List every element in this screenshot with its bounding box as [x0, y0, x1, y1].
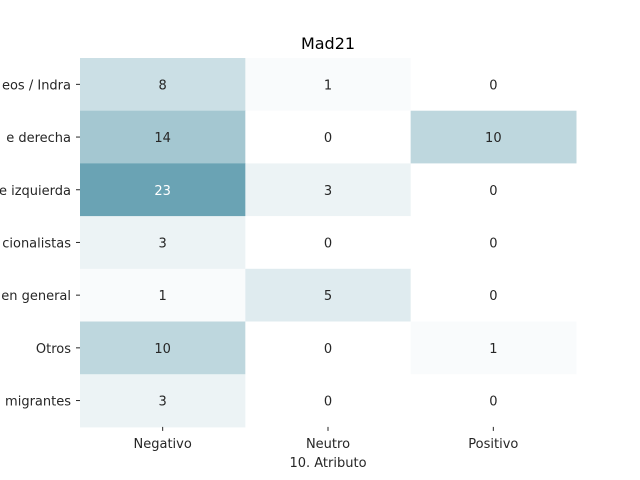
cell-value-label: 0 [489, 236, 497, 251]
cell-value-label: 1 [159, 289, 167, 304]
heatmap-cell [245, 321, 412, 375]
heatmap-cell [245, 216, 412, 270]
x-axis-ticks: Negativo Neutro Positivo [134, 426, 518, 452]
cell-value-label: 3 [159, 236, 167, 251]
cell-value-label: 5 [324, 289, 332, 304]
heatmap-cell [245, 374, 412, 428]
cell-value-label: 23 [154, 184, 171, 199]
heatmap-cell [410, 163, 577, 217]
heatmap-cell [80, 268, 246, 322]
x-tick-label: Positivo [468, 437, 518, 452]
heatmap-cell [410, 374, 577, 428]
heatmap-cell [80, 216, 246, 270]
y-tick-label: Otros [36, 342, 71, 357]
cell-value-label: 0 [324, 342, 332, 357]
heatmap-cell [410, 216, 577, 270]
y-tick-label: e izquierda [0, 184, 71, 199]
cell-value-label: 0 [324, 131, 332, 146]
x-tick-label: Negativo [134, 437, 192, 452]
cell-value-label: 8 [159, 78, 167, 93]
cell-value-label: 3 [324, 184, 332, 199]
heatmap-cell [410, 110, 577, 164]
y-tick-label: en general [1, 289, 71, 304]
y-tick-label: e derecha [6, 131, 71, 146]
heatmap-cell [245, 163, 412, 217]
heatmap-cells [80, 58, 577, 428]
cell-value-label: 14 [154, 131, 171, 146]
cell-value-label: 0 [489, 395, 497, 410]
cell-value-label: 1 [489, 342, 497, 357]
x-axis-label: 10. Atributo [289, 456, 366, 471]
heatmap-cell [245, 110, 412, 164]
heatmap-cell [80, 110, 246, 164]
cell-value-label: 0 [489, 78, 497, 93]
heatmap-cell [245, 58, 412, 112]
cell-value-label: 10 [154, 342, 171, 357]
cell-value-label: 3 [159, 395, 167, 410]
heatmap-cell [80, 163, 246, 217]
cell-value-label: 0 [324, 236, 332, 251]
y-tick-label: eos / Indra [2, 78, 71, 93]
chart-title: Mad21 [301, 34, 355, 53]
cell-value-label: 0 [489, 289, 497, 304]
y-tick-label: cionalistas [2, 236, 71, 251]
heatmap-cell [410, 58, 577, 112]
y-tick-label: migrantes [5, 395, 71, 410]
x-tick-label: Neutro [306, 437, 350, 452]
heatmap-cell [245, 268, 412, 322]
cell-value-label: 0 [324, 395, 332, 410]
heatmap-cell [410, 321, 577, 375]
heatmap-cell [80, 374, 246, 428]
heatmap-cell [80, 321, 246, 375]
cell-value-label: 10 [485, 131, 502, 146]
y-axis-ticks: eos / Indra e derecha e izquierda cionalist… [0, 78, 80, 410]
cell-value-label: 1 [324, 78, 332, 93]
cell-value-label: 0 [489, 184, 497, 199]
heatmap-cell [80, 58, 246, 112]
heatmap-cell [410, 268, 577, 322]
